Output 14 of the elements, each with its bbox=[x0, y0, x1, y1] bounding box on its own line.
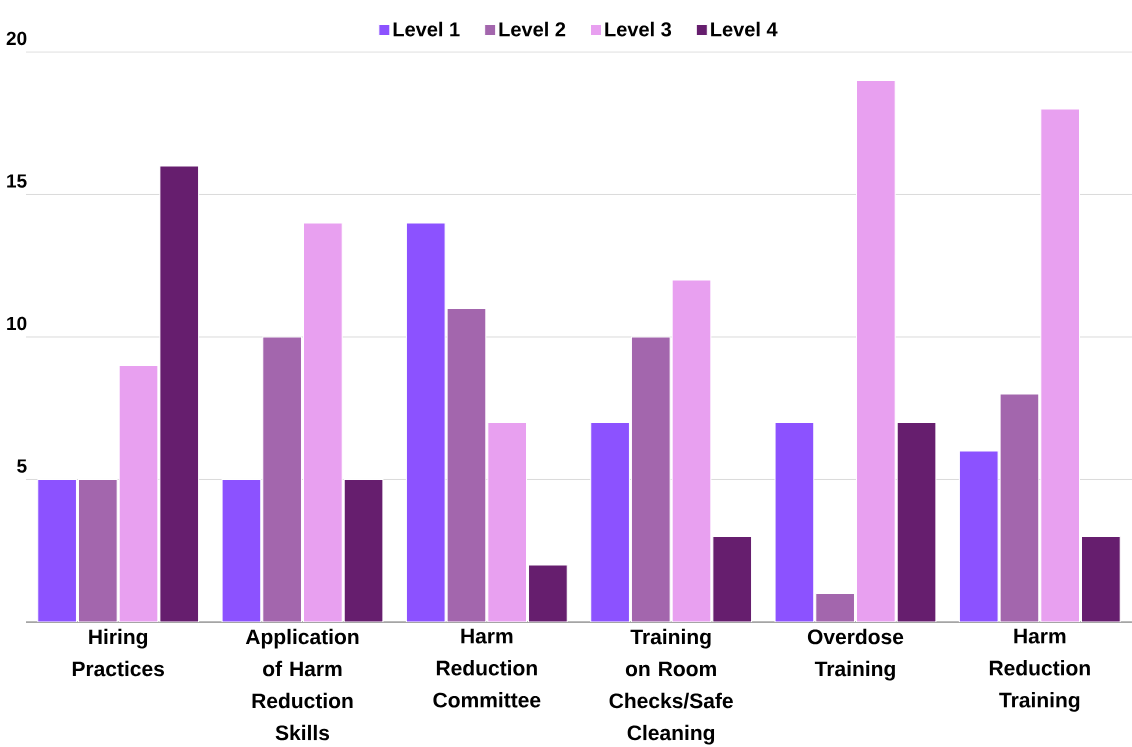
y-tick-label: 10 bbox=[7, 316, 27, 331]
x-tick-label: Application of Harm Reduction Skills bbox=[245, 628, 359, 741]
x-tick-label: Harm Reduction Committee bbox=[433, 628, 541, 708]
y-tick-label: 5 bbox=[17, 459, 27, 473]
y-tick-label: 15 bbox=[7, 174, 27, 188]
x-tick-label: Overdose Training bbox=[807, 628, 904, 681]
legend-label: Level 4 bbox=[711, 21, 778, 37]
x-tick-label: Hiring Practices bbox=[72, 628, 164, 677]
legend-label: Level 2 bbox=[499, 21, 566, 37]
legend-label: Level 3 bbox=[605, 21, 672, 37]
legend-label: Level 1 bbox=[393, 21, 460, 37]
x-tick-label: Training on Room Checks/Safe Cleaning bbox=[609, 628, 733, 745]
y-tick-label: 20 bbox=[6, 31, 27, 46]
x-tick-label: Harm Reduction Training bbox=[989, 628, 1090, 712]
